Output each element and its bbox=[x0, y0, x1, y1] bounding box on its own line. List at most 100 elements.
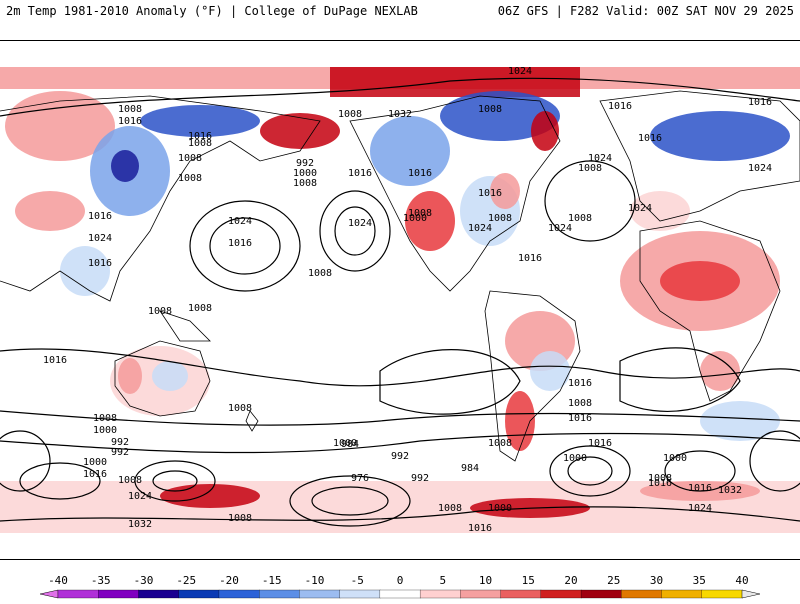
isobar-label: 1008 bbox=[568, 213, 592, 224]
colorbar-tick-label: 10 bbox=[479, 574, 492, 587]
isobar-label: 1016 bbox=[118, 116, 142, 127]
isobar-label: 1016 bbox=[588, 438, 612, 449]
colorbar-tick-label: -15 bbox=[262, 574, 282, 587]
colorbar-canvas: -40 -35 -30 -25 -20 -15 -10 -5 0 5 10 15 20 25 30 35 40 bbox=[39, 574, 761, 599]
se-asia-cool bbox=[60, 246, 110, 296]
isobar-label: 1024 bbox=[588, 153, 612, 164]
antarctic-warm-patch-1 bbox=[160, 484, 260, 508]
colorbar-labels: -40 -35 -30 -25 -20 -15 -10 -5 0 5 10 15 20 25 30 35 40 bbox=[48, 574, 749, 587]
isobar-label: 1016 bbox=[568, 378, 592, 389]
colorbar-tick-label: 25 bbox=[607, 574, 620, 587]
south-atlantic-high-inner bbox=[567, 456, 613, 486]
isobar-label: 1024 bbox=[128, 491, 152, 502]
isobar-label: 1016 bbox=[688, 483, 712, 494]
pacific-high-west bbox=[189, 200, 301, 292]
colorbar-tick-label: -30 bbox=[134, 574, 154, 587]
isobar-label: 1000 bbox=[663, 453, 687, 464]
siberia-warm bbox=[5, 91, 115, 161]
isobar-label: 992 bbox=[411, 473, 429, 484]
south-atlantic-mid-high bbox=[619, 347, 741, 412]
canada-north-cold bbox=[440, 91, 560, 141]
colorbar-tick-label: -10 bbox=[305, 574, 325, 587]
isobar-label: 1008 bbox=[188, 303, 212, 314]
australia-cool bbox=[152, 361, 188, 391]
isobar-label: 1008 bbox=[228, 513, 252, 524]
isobar-label: 1008 bbox=[578, 163, 602, 174]
isobar-label: 1000 bbox=[93, 425, 117, 436]
colorbar-swatch bbox=[178, 589, 220, 599]
atlantic-high bbox=[544, 160, 636, 242]
colorbar-tick-label: 30 bbox=[650, 574, 663, 587]
isobar-label: 1008 bbox=[188, 138, 212, 149]
isobar-label: 1024 bbox=[508, 66, 532, 77]
isobar-label: 1008 bbox=[568, 398, 592, 409]
australia-coast bbox=[114, 340, 211, 417]
isobar-label: 1008 bbox=[118, 475, 142, 486]
isobar-label: 1024 bbox=[228, 216, 252, 227]
isobar-label: 1008 bbox=[488, 438, 512, 449]
colorbar-swatch bbox=[701, 589, 743, 599]
isobar-label: 1008 bbox=[488, 213, 512, 224]
colorbar-swatch bbox=[460, 589, 502, 599]
colorbar-swatch bbox=[98, 589, 140, 599]
colorbar-tick-label: 0 bbox=[397, 574, 404, 587]
map-title: 2m Temp 1981-2010 Anomaly (°F) | College… bbox=[6, 4, 418, 18]
midlat-isobar-1 bbox=[0, 348, 800, 387]
isobar-label: 1024 bbox=[88, 233, 112, 244]
colorbar-tick-label: 5 bbox=[439, 574, 446, 587]
pacific-high-east bbox=[319, 190, 391, 272]
isobar-label: 1032 bbox=[128, 519, 152, 530]
isobar-label: 1016 bbox=[88, 258, 112, 269]
isobar-label: 1024 bbox=[548, 223, 572, 234]
isobar-label: 1016 bbox=[188, 131, 212, 142]
isobar-label: 1008 bbox=[228, 403, 252, 414]
labrador-warm bbox=[531, 111, 559, 151]
antarctic-isobar bbox=[0, 506, 800, 522]
anomaly-map: 1024 1016 1008 1008 1016 1008 1016 1024 1032 1016… bbox=[0, 40, 800, 560]
isobar-label: 984 bbox=[461, 463, 479, 474]
isobar-label: 1000 bbox=[333, 438, 357, 449]
south-america-coast bbox=[484, 290, 581, 462]
isobar-label: 1008 bbox=[178, 153, 202, 164]
isobar-label: 1016 bbox=[88, 211, 112, 222]
isobar-label: 1024 bbox=[468, 223, 492, 234]
isobar-label: 1008 bbox=[293, 178, 317, 189]
colorbar-swatch bbox=[580, 589, 622, 599]
south-africa-warm bbox=[700, 351, 740, 391]
isobar-label: 1000 bbox=[403, 213, 427, 224]
isobar-label: 992 bbox=[391, 451, 409, 462]
isobar-label: 1008 bbox=[338, 109, 362, 120]
europe-warm bbox=[630, 191, 690, 231]
indian-ocean-low-inner bbox=[152, 470, 198, 492]
isobar-label: 1016 bbox=[83, 469, 107, 480]
colorbar-swatch bbox=[57, 589, 99, 599]
indian-ocean-low bbox=[134, 460, 216, 502]
polar-isobar-1 bbox=[0, 77, 800, 117]
russia-cold bbox=[650, 111, 790, 161]
isobar-label: 984 bbox=[341, 439, 359, 450]
colorbar-tick-label: 20 bbox=[564, 574, 577, 587]
australia-west-warm bbox=[118, 358, 142, 394]
isobar-label: 1016 bbox=[478, 188, 502, 199]
colorbar-swatch bbox=[218, 589, 260, 599]
colorbar-swatch bbox=[339, 589, 381, 599]
isobar-label: 1008 bbox=[118, 104, 142, 115]
southern-ocean-low-inner bbox=[311, 486, 389, 516]
midlat-isobar-2 bbox=[0, 410, 800, 426]
north-america-coast bbox=[349, 95, 561, 292]
isobar-label: 976 bbox=[351, 473, 369, 484]
isobar-label: 992 bbox=[296, 158, 314, 169]
alaska-warm bbox=[260, 113, 340, 149]
colorbar-swatch bbox=[138, 589, 180, 599]
central-asia-warm bbox=[15, 191, 85, 231]
canada-cold bbox=[370, 116, 450, 186]
isobar-label: 1016 bbox=[568, 413, 592, 424]
colorbar-swatch bbox=[419, 589, 462, 599]
colorbar-tick-label: -35 bbox=[91, 574, 111, 587]
isobar-lines bbox=[0, 77, 800, 527]
colorbar-swatch bbox=[621, 589, 663, 599]
colorbar-tick-label: -20 bbox=[219, 574, 239, 587]
isobar-label: 1008 bbox=[148, 306, 172, 317]
new-zealand-coast bbox=[245, 410, 259, 432]
colorbar-min-arrow bbox=[39, 589, 59, 599]
